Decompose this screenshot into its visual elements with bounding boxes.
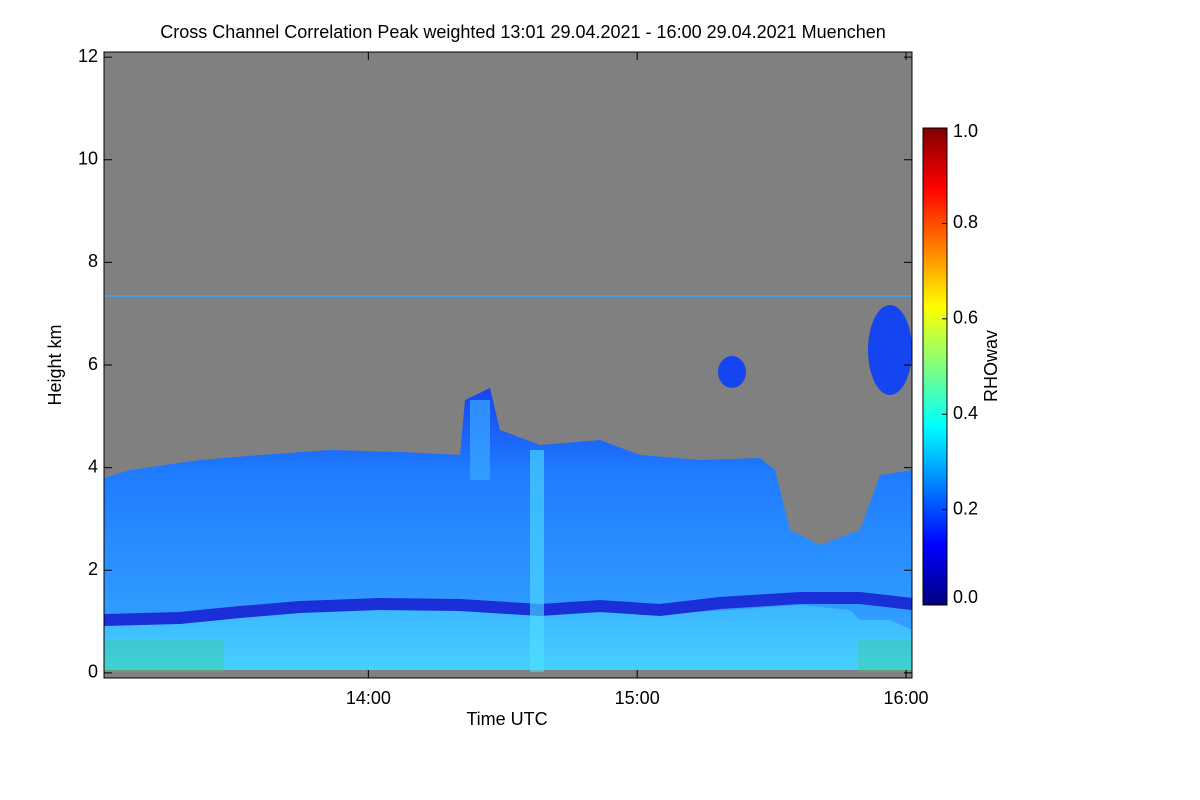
- colorbar-label: RHOwav: [981, 330, 1001, 402]
- y-tick-label: 0: [88, 662, 98, 682]
- colorbar-tick-label: 0.8: [953, 212, 978, 232]
- y-tick-label: 6: [88, 354, 98, 374]
- chart-title: Cross Channel Correlation Peak weighted …: [160, 22, 886, 42]
- x-tick-label: 16:00: [884, 688, 929, 708]
- heatmap-image: [103, 52, 913, 678]
- x-tick-label: 15:00: [615, 688, 660, 708]
- y-tick-label: 4: [88, 456, 98, 476]
- colorbar-tick-label: 1.0: [953, 121, 978, 141]
- y-tick-label: 10: [78, 149, 98, 169]
- y-tick-label: 12: [78, 46, 98, 66]
- colorbar-tick-label: 0.6: [953, 308, 978, 328]
- colorbar-tick-label: 0.4: [953, 403, 978, 423]
- y-axis-label: Height km: [45, 324, 65, 405]
- colorbar-tick-label: 0.0: [953, 587, 978, 607]
- x-axis-label: Time UTC: [466, 709, 547, 729]
- colorbar-tick-label: 0.2: [953, 498, 978, 518]
- x-tick-label: 14:00: [346, 688, 391, 708]
- colorbar: [922, 127, 948, 606]
- y-tick-label: 8: [88, 251, 98, 271]
- y-tick-label: 2: [88, 559, 98, 579]
